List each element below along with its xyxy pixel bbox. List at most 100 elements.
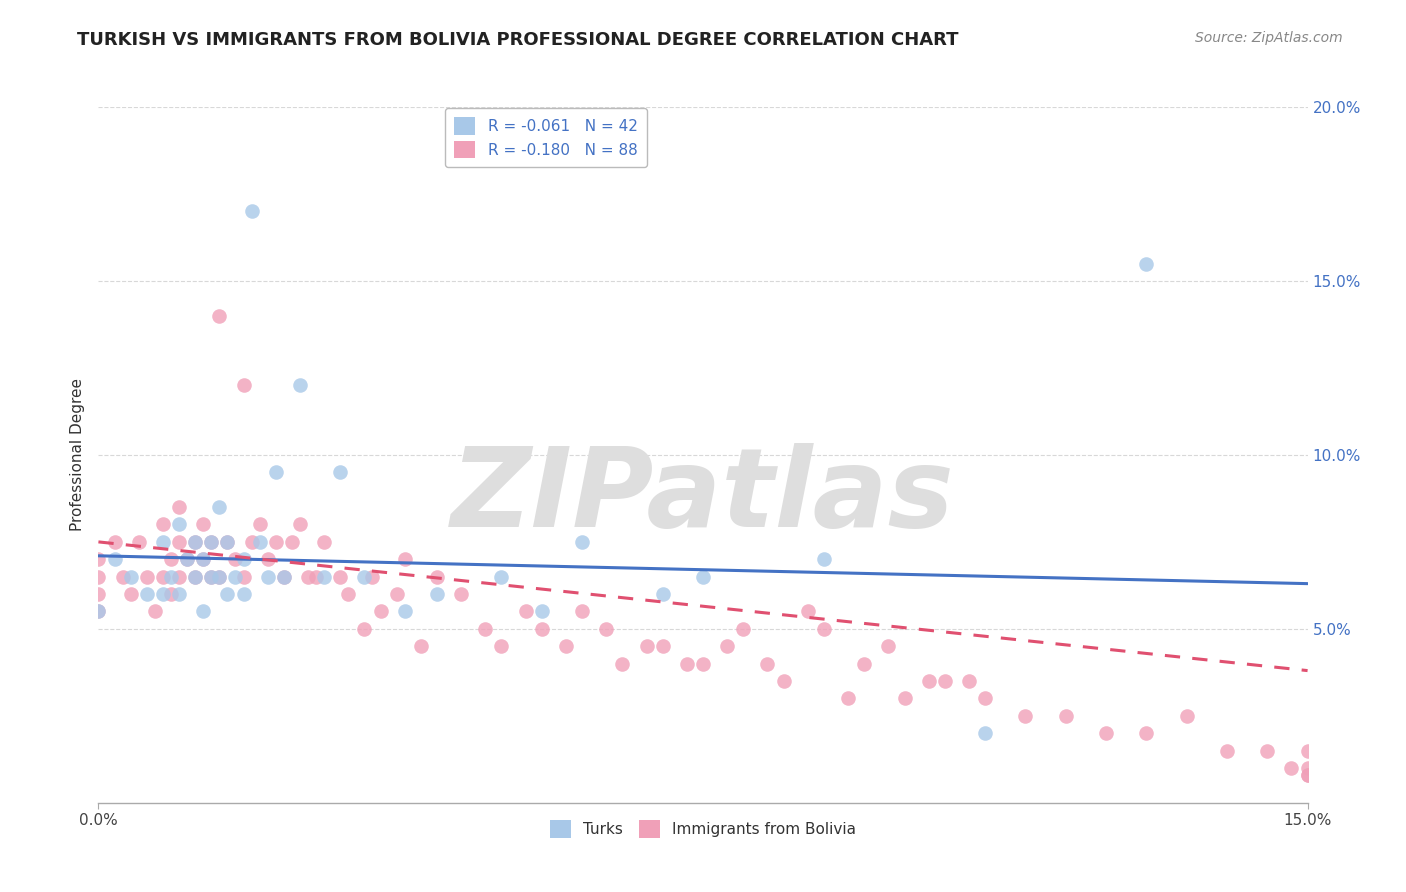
Point — [281, 534, 304, 549]
Point — [676, 657, 699, 671]
Point — [772, 674, 794, 689]
Point — [813, 622, 835, 636]
Point — [87, 605, 110, 619]
Point — [208, 570, 231, 584]
Point — [111, 570, 134, 584]
Point — [103, 534, 125, 549]
Point — [314, 534, 336, 549]
Point — [232, 570, 254, 584]
Point — [249, 517, 271, 532]
Point — [1216, 744, 1239, 758]
Point — [217, 587, 239, 601]
Point — [208, 500, 231, 514]
Point — [87, 605, 110, 619]
Point — [249, 534, 271, 549]
Point — [1175, 708, 1198, 723]
Point — [217, 534, 239, 549]
Point — [515, 605, 537, 619]
Point — [135, 587, 157, 601]
Point — [217, 534, 239, 549]
Point — [1054, 708, 1077, 723]
Point — [692, 570, 714, 584]
Point — [200, 570, 222, 584]
Point — [256, 570, 278, 584]
Point — [256, 552, 278, 566]
Point — [426, 570, 449, 584]
Point — [193, 552, 215, 566]
Point — [329, 466, 352, 480]
Point — [394, 605, 416, 619]
Point — [208, 309, 231, 323]
Point — [120, 570, 142, 584]
Point — [200, 570, 222, 584]
Point — [651, 587, 673, 601]
Point — [1296, 768, 1319, 782]
Point — [409, 639, 432, 653]
Point — [853, 657, 876, 671]
Point — [176, 552, 198, 566]
Point — [361, 570, 384, 584]
Point — [176, 552, 198, 566]
Point — [152, 534, 174, 549]
Point — [167, 570, 190, 584]
Point — [314, 570, 336, 584]
Point — [877, 639, 900, 653]
Point — [756, 657, 779, 671]
Point — [224, 552, 246, 566]
Point — [918, 674, 941, 689]
Point — [160, 552, 183, 566]
Point — [957, 674, 980, 689]
Point — [1281, 761, 1303, 775]
Point — [1296, 768, 1319, 782]
Point — [571, 534, 593, 549]
Point — [184, 534, 207, 549]
Point — [232, 587, 254, 601]
Point — [152, 570, 174, 584]
Point — [87, 570, 110, 584]
Point — [974, 691, 997, 706]
Point — [184, 570, 207, 584]
Point — [232, 378, 254, 392]
Point — [200, 534, 222, 549]
Point — [232, 552, 254, 566]
Point — [87, 552, 110, 566]
Point — [208, 570, 231, 584]
Point — [120, 587, 142, 601]
Point — [184, 534, 207, 549]
Point — [716, 639, 738, 653]
Point — [167, 500, 190, 514]
Point — [288, 517, 311, 532]
Point — [329, 570, 352, 584]
Point — [87, 587, 110, 601]
Point — [491, 570, 513, 584]
Text: TURKISH VS IMMIGRANTS FROM BOLIVIA PROFESSIONAL DEGREE CORRELATION CHART: TURKISH VS IMMIGRANTS FROM BOLIVIA PROFE… — [77, 31, 959, 49]
Point — [152, 587, 174, 601]
Point — [264, 466, 287, 480]
Point — [837, 691, 859, 706]
Point — [1296, 761, 1319, 775]
Point — [595, 622, 617, 636]
Point — [167, 534, 190, 549]
Point — [491, 639, 513, 653]
Point — [353, 570, 375, 584]
Point — [200, 534, 222, 549]
Point — [305, 570, 328, 584]
Point — [692, 657, 714, 671]
Point — [167, 517, 190, 532]
Legend: Turks, Immigrants from Bolivia: Turks, Immigrants from Bolivia — [544, 814, 862, 844]
Point — [370, 605, 392, 619]
Point — [143, 605, 166, 619]
Point — [1095, 726, 1118, 740]
Point — [934, 674, 956, 689]
Point — [264, 534, 287, 549]
Text: Source: ZipAtlas.com: Source: ZipAtlas.com — [1195, 31, 1343, 45]
Point — [160, 570, 183, 584]
Point — [974, 726, 997, 740]
Point — [555, 639, 578, 653]
Point — [612, 657, 634, 671]
Point — [353, 622, 375, 636]
Point — [530, 605, 553, 619]
Point — [1296, 744, 1319, 758]
Point — [1135, 726, 1157, 740]
Point — [1135, 257, 1157, 271]
